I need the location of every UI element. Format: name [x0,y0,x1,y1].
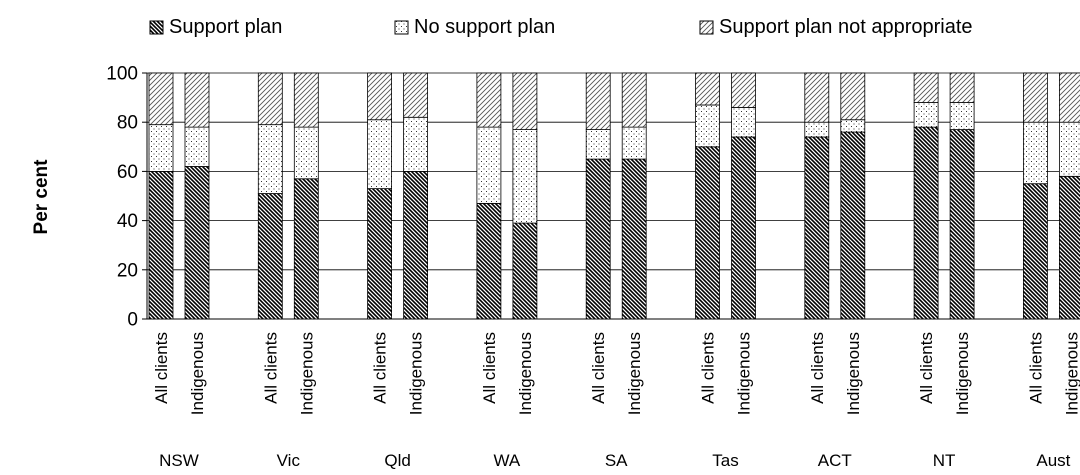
category-label: Indigenous [625,332,644,415]
bar-wa-all-clients-series-2 [476,126,502,204]
bar-wa-all-clients-series-3 [476,72,502,128]
bar-act-all-clients-series-1 [804,136,830,320]
bar-vic-indigenous-series-1 [293,178,319,320]
category-label: All clients [699,332,718,404]
category-label: All clients [1026,332,1045,404]
bar-act-indigenous-series-2 [840,119,866,133]
bar-nsw-indigenous-series-3 [184,72,210,128]
bar-sa-all-clients-series-1 [585,158,611,320]
bar-nt-all-clients-series-3 [913,72,939,103]
bar-aust-all-clients-series-3 [1023,72,1048,123]
bar-aust-all-clients-series-2 [1023,121,1048,185]
bar-sa-indigenous-series-2 [621,126,647,160]
bar-wa-indigenous-series-3 [512,72,538,130]
bar-nt-all-clients-series-2 [913,102,939,128]
bar-act-all-clients-series-2 [804,121,830,138]
bar-qld-indigenous-series-2 [403,116,429,172]
bar-nt-all-clients-series-1 [913,126,939,320]
bar-vic-indigenous-series-2 [293,126,319,180]
group-label-aust: Aust [1036,451,1070,470]
y-tick-label-40: 40 [117,211,138,232]
bar-sa-all-clients-series-3 [585,72,611,130]
bar-wa-indigenous-series-1 [512,222,538,320]
category-label: Indigenous [1062,332,1080,415]
category-label: Indigenous [188,332,207,415]
group-label-act: ACT [818,451,852,470]
plot-area: 0 20 40 60 80 100 Per cent All clients Indigenou… [31,64,1080,470]
bar-tas-all-clients-series-2 [695,104,720,148]
bar-tas-all-clients-series-1 [695,146,720,320]
category-label: Indigenous [297,332,316,415]
bar-nsw-indigenous-series-2 [184,126,210,167]
bar-tas-indigenous-series-3 [731,72,756,108]
bar-wa-all-clients-series-1 [476,202,502,320]
group-label-vic: Vic [277,451,301,470]
category-label: Indigenous [516,332,535,415]
bar-act-indigenous-series-1 [840,131,866,320]
bar-qld-all-clients-series-1 [367,188,393,320]
category-label: All clients [152,332,171,404]
group-label-sa: SA [605,451,628,470]
y-tick-label-60: 60 [117,162,138,183]
bar-qld-indigenous-series-3 [403,72,429,118]
bar-vic-all-clients-series-2 [257,124,283,194]
legend: Support plan No support plan Support plan … [149,16,973,38]
y-tick-label-20: 20 [117,260,138,281]
legend-label-3: Support plan not appropriate [719,16,973,38]
legend-swatch-2 [394,20,409,35]
bar-tas-indigenous-series-2 [731,107,756,138]
group-label-qld: Qld [384,451,410,470]
bar-nt-indigenous-series-2 [949,102,975,130]
y-tick-label-0: 0 [127,310,138,331]
bar-tas-all-clients-series-3 [695,72,720,106]
category-label: Indigenous [844,332,863,415]
category-label: All clients [589,332,608,404]
bar-sa-indigenous-series-3 [621,72,647,128]
bar-vic-all-clients-series-3 [257,72,283,126]
bar-nsw-all-clients-series-2 [148,124,174,172]
bar-qld-all-clients-series-2 [367,119,393,190]
group-label-nt: NT [933,451,956,470]
group-label-wa: WA [494,451,521,470]
category-label: Indigenous [407,332,426,415]
bar-aust-indigenous-series-3 [1059,72,1080,123]
bar-nt-indigenous-series-3 [949,72,975,103]
legend-label-2: No support plan [414,16,555,38]
category-label: All clients [480,332,499,404]
bar-sa-all-clients-series-2 [585,129,611,160]
y-axis-title: Per cent [31,159,52,235]
group-label-tas: Tas [712,451,738,470]
bar-aust-indigenous-series-1 [1059,175,1080,320]
category-label: Indigenous [953,332,972,415]
bar-nt-indigenous-series-1 [949,129,975,320]
bar-qld-indigenous-series-1 [403,170,429,320]
bar-act-indigenous-series-3 [840,72,866,121]
bar-vic-all-clients-series-1 [257,193,283,320]
category-label: All clients [917,332,936,404]
bar-act-all-clients-series-3 [804,72,830,123]
bar-tas-indigenous-series-1 [731,136,756,320]
legend-swatch-1 [149,20,164,35]
bar-aust-indigenous-series-2 [1059,121,1080,177]
group-label-nsw: NSW [159,451,199,470]
legend-label-1: Support plan [169,16,282,38]
category-label: All clients [371,332,390,404]
bar-nsw-indigenous-series-1 [184,166,210,320]
legend-swatch-3 [699,20,714,35]
bar-sa-indigenous-series-1 [621,158,647,320]
bar-nsw-all-clients-series-3 [148,72,174,126]
bar-vic-indigenous-series-3 [293,72,319,128]
bar-aust-all-clients-series-1 [1023,183,1048,320]
category-label: All clients [261,332,280,404]
bar-nsw-all-clients-series-1 [148,170,174,320]
category-label: All clients [808,332,827,404]
category-label: Indigenous [735,332,754,415]
bar-wa-indigenous-series-2 [512,129,538,224]
y-tick-label-100: 100 [106,64,138,85]
y-tick-label-80: 80 [117,113,138,134]
bar-qld-all-clients-series-3 [367,72,393,121]
